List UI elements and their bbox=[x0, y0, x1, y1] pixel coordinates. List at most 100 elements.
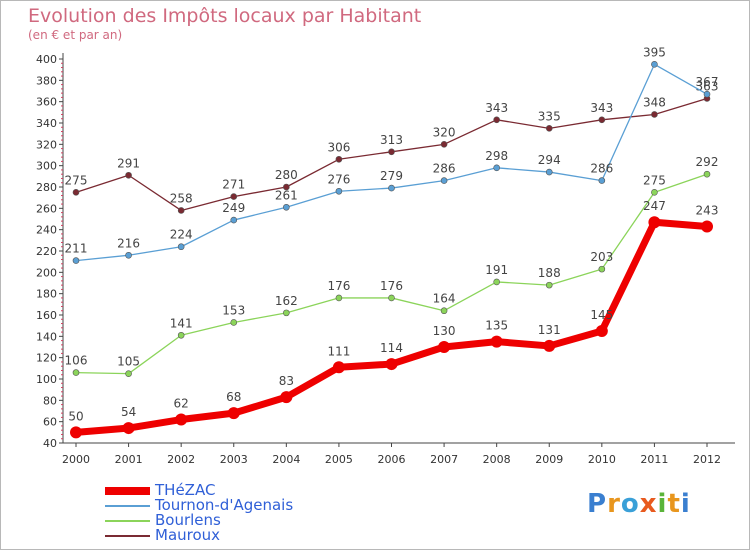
legend-label-thezac: THéZAC bbox=[155, 481, 216, 499]
data-point-th-zac bbox=[595, 325, 608, 337]
y-tick-label: 260 bbox=[36, 202, 57, 215]
x-tick-label: 2006 bbox=[378, 453, 406, 466]
data-label-th-zac: 131 bbox=[538, 323, 561, 337]
data-label-bourlens: 275 bbox=[643, 173, 666, 187]
data-label-th-zac: 62 bbox=[174, 397, 189, 411]
legend-swatch-thezac bbox=[105, 487, 150, 495]
data-label-tournon-d-agenais: 261 bbox=[275, 188, 298, 202]
data-point-tournon-d-agenais bbox=[283, 203, 290, 211]
legend-swatch-bourlens bbox=[105, 520, 150, 522]
x-tick-label: 2002 bbox=[167, 453, 195, 466]
data-label-th-zac: 111 bbox=[327, 344, 350, 358]
data-label-bourlens: 164 bbox=[433, 292, 456, 306]
data-point-tournon-d-agenais bbox=[388, 184, 395, 192]
data-point-bourlens bbox=[545, 281, 553, 289]
data-label-th-zac: 68 bbox=[226, 390, 241, 404]
data-point-mauroux bbox=[230, 193, 238, 200]
data-point-mauroux bbox=[72, 189, 80, 196]
logo-letter: P bbox=[587, 489, 608, 519]
chart-subtitle: (en € et par an) bbox=[28, 28, 123, 42]
data-point-th-zac bbox=[490, 335, 503, 348]
y-tick-label: 360 bbox=[36, 96, 57, 109]
data-point-tournon-d-agenais bbox=[335, 187, 343, 195]
y-tick-label: 300 bbox=[36, 160, 57, 173]
data-label-tournon-d-agenais: 294 bbox=[538, 153, 561, 167]
y-tick-label: 140 bbox=[36, 330, 57, 343]
y-tick-label: 340 bbox=[36, 117, 57, 130]
data-point-th-zac bbox=[122, 422, 135, 435]
data-label-bourlens: 188 bbox=[538, 266, 561, 280]
data-label-mauroux: 280 bbox=[275, 168, 298, 182]
data-label-bourlens: 176 bbox=[380, 279, 403, 293]
data-point-tournon-d-agenais bbox=[177, 243, 185, 251]
data-label-th-zac: 130 bbox=[433, 324, 456, 338]
data-label-th-zac: 50 bbox=[68, 409, 83, 423]
data-label-tournon-d-agenais: 211 bbox=[65, 242, 88, 256]
data-label-mauroux: 306 bbox=[327, 140, 350, 154]
proxiti-logo: Proxiti bbox=[587, 489, 691, 519]
data-point-tournon-d-agenais bbox=[72, 257, 80, 264]
data-point-tournon-d-agenais bbox=[703, 90, 711, 98]
data-label-bourlens: 292 bbox=[696, 155, 719, 169]
chart-title: Evolution des Impôts locaux par Habitant bbox=[28, 5, 422, 27]
data-point-bourlens bbox=[388, 294, 395, 302]
data-point-bourlens bbox=[440, 307, 448, 315]
data-point-mauroux bbox=[545, 125, 553, 132]
data-point-bourlens bbox=[177, 331, 185, 339]
data-label-tournon-d-agenais: 395 bbox=[643, 45, 666, 59]
data-point-tournon-d-agenais bbox=[545, 168, 553, 176]
data-label-bourlens: 141 bbox=[170, 316, 193, 330]
data-label-tournon-d-agenais: 367 bbox=[696, 75, 719, 89]
x-tick-label: 2009 bbox=[535, 453, 563, 466]
data-label-tournon-d-agenais: 279 bbox=[380, 169, 403, 183]
data-label-tournon-d-agenais: 249 bbox=[222, 201, 245, 215]
x-tick-label: 2001 bbox=[115, 453, 143, 466]
data-label-bourlens: 153 bbox=[222, 303, 245, 317]
y-tick-label: 120 bbox=[36, 352, 57, 365]
data-point-th-zac bbox=[438, 341, 451, 353]
legend-label-bourlens: Bourlens bbox=[155, 511, 221, 529]
data-point-mauroux bbox=[388, 148, 395, 156]
legend-swatch-mauroux bbox=[105, 535, 150, 537]
y-tick-label: 160 bbox=[36, 309, 57, 322]
data-label-mauroux: 275 bbox=[65, 173, 88, 187]
data-label-tournon-d-agenais: 224 bbox=[170, 228, 193, 242]
data-point-mauroux bbox=[651, 111, 658, 118]
data-label-tournon-d-agenais: 298 bbox=[485, 149, 508, 163]
x-tick-label: 2004 bbox=[272, 453, 300, 466]
logo-letter: x bbox=[639, 489, 658, 519]
data-point-th-zac bbox=[701, 220, 713, 233]
data-label-th-zac: 247 bbox=[643, 199, 666, 213]
data-label-mauroux: 343 bbox=[590, 101, 613, 115]
data-label-th-zac: 243 bbox=[696, 203, 719, 217]
data-label-tournon-d-agenais: 286 bbox=[590, 162, 613, 176]
data-point-mauroux bbox=[598, 116, 606, 124]
y-tick-label: 60 bbox=[43, 416, 57, 429]
data-point-bourlens bbox=[493, 278, 500, 286]
data-point-mauroux bbox=[440, 141, 448, 148]
y-tick-label: 180 bbox=[36, 288, 57, 301]
data-point-mauroux bbox=[335, 155, 343, 163]
data-point-mauroux bbox=[493, 116, 500, 124]
data-point-mauroux bbox=[125, 171, 132, 179]
y-tick-label: 200 bbox=[36, 266, 57, 279]
y-tick-label: 240 bbox=[36, 224, 57, 237]
y-tick-label: 380 bbox=[36, 74, 57, 87]
logo-letter: r bbox=[607, 489, 621, 519]
x-tick-label: 2007 bbox=[430, 453, 458, 466]
data-label-th-zac: 114 bbox=[380, 341, 403, 355]
x-tick-label: 2010 bbox=[588, 453, 616, 466]
data-label-mauroux: 335 bbox=[538, 109, 561, 123]
y-tick-label: 80 bbox=[43, 394, 57, 407]
data-label-mauroux: 271 bbox=[222, 178, 245, 192]
data-point-mauroux bbox=[283, 183, 290, 191]
y-tick-label: 280 bbox=[36, 181, 57, 194]
data-point-tournon-d-agenais bbox=[493, 164, 500, 172]
data-point-tournon-d-agenais bbox=[651, 61, 658, 68]
y-tick-label: 220 bbox=[36, 245, 57, 258]
data-point-th-zac bbox=[385, 358, 398, 371]
data-label-bourlens: 191 bbox=[485, 263, 508, 277]
data-point-th-zac bbox=[648, 216, 661, 229]
